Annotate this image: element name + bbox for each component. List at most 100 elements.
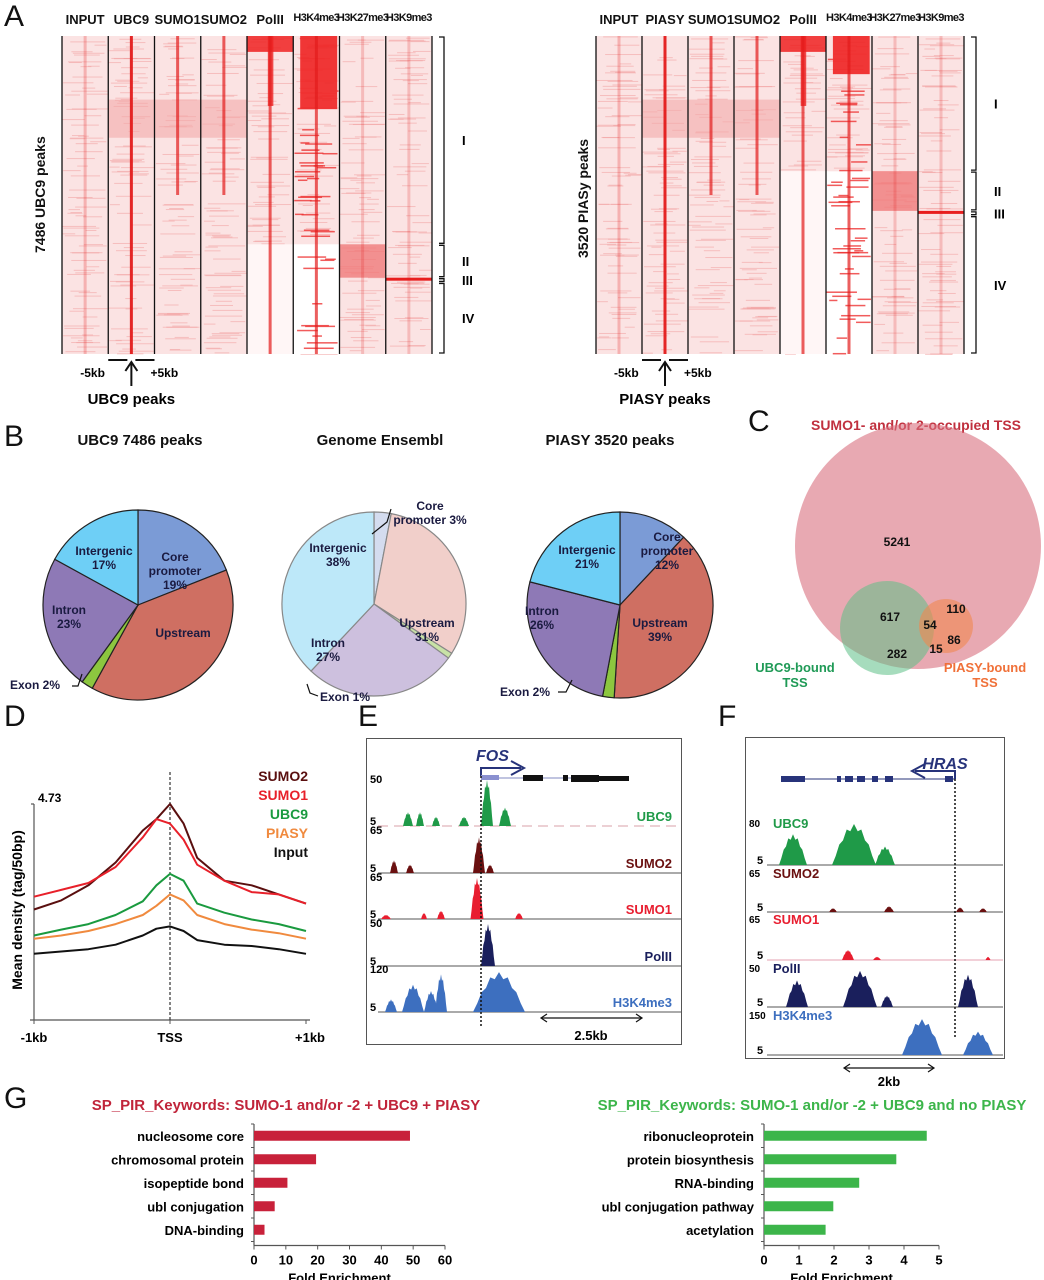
- signal-peak: [486, 864, 494, 873]
- bar-category-label: isopeptide bond: [144, 1176, 244, 1191]
- heatmap-streak: [111, 161, 140, 163]
- heatmap-streak: [256, 157, 271, 159]
- heatmap-streak: [110, 82, 148, 84]
- heatmap-streak: [296, 123, 331, 125]
- track-max: 65: [370, 825, 382, 837]
- heatmap-streak: [340, 177, 358, 179]
- heatmap-streak: [72, 252, 100, 254]
- signal-peak: [481, 924, 495, 966]
- legend-entry: UBC9: [270, 806, 308, 822]
- heatmap-streak: [85, 229, 97, 231]
- heatmap-streak: [120, 284, 154, 286]
- heatmap-streak: [737, 201, 767, 203]
- heatmap-streak: [248, 59, 280, 61]
- series-line-ubc9: [33, 872, 307, 937]
- heatmap-streak: [307, 194, 320, 196]
- heatmap-streak: [741, 261, 763, 263]
- heatmap-streak: [924, 48, 936, 50]
- heatmap-streak: [844, 94, 865, 96]
- scale-bar-label: 2kb: [878, 1074, 900, 1089]
- signal-peak: [481, 780, 493, 826]
- heatmap-streak: [211, 333, 240, 335]
- heatmap-streak: [667, 278, 681, 280]
- gene-utr: [481, 775, 499, 780]
- heatmap-streak: [205, 246, 218, 248]
- heatmap-streak: [605, 228, 629, 230]
- heatmap-streak: [925, 353, 953, 355]
- heatmap-streak: [661, 349, 673, 351]
- heatmap-streak: [657, 59, 677, 61]
- heatmap-column-label: PIASY: [645, 12, 685, 27]
- heatmap-streak: [618, 297, 641, 299]
- pie-slice-label: Exon 2%: [500, 685, 550, 699]
- pie-label-line: Intergenic: [558, 543, 616, 557]
- heatmap-streak: [885, 270, 917, 272]
- heatmap-streak: [646, 245, 680, 247]
- heatmap-streak: [212, 295, 247, 297]
- heatmap-streak: [935, 271, 956, 273]
- heatmap-streak: [261, 243, 285, 245]
- heatmap-streak: [691, 55, 724, 57]
- venn-circle-piasy: [919, 599, 973, 653]
- heatmap-streak: [873, 261, 905, 263]
- heatmap-streak: [830, 120, 857, 123]
- heatmap-streak: [880, 66, 900, 68]
- heatmap-streak: [606, 98, 638, 100]
- heatmap-streak: [849, 148, 868, 150]
- signal-peak: [786, 980, 808, 1007]
- venn-diagram: SUMO1- and/or 2-occupied TSS524161711054…: [755, 417, 1041, 690]
- heatmap-streak: [876, 112, 891, 114]
- heatmap-streak: [918, 135, 951, 137]
- heatmap-streak: [211, 225, 229, 227]
- heatmap-streak: [307, 177, 320, 180]
- heatmap-streak: [939, 321, 960, 323]
- heatmap-column-label: PolII: [789, 12, 817, 27]
- heatmap-streak: [65, 351, 96, 353]
- pie-slice-core-promoter: [137, 509, 228, 606]
- heatmap-streak: [203, 94, 238, 96]
- heatmap-streak: [171, 225, 190, 227]
- heatmap-cluster-signal: [872, 171, 918, 211]
- heatmap-streak: [251, 115, 277, 117]
- x-tick-label: TSS: [157, 1030, 183, 1045]
- signal-peak: [385, 999, 397, 1012]
- signal-peak: [956, 907, 964, 912]
- gene-name: FOS: [476, 748, 509, 765]
- track-max: 65: [749, 915, 761, 926]
- bar-category-label: ubl conjugation pathway: [602, 1199, 755, 1214]
- heatmap-streak: [294, 171, 321, 173]
- heatmap-streak: [156, 314, 183, 316]
- heatmap-streak: [126, 336, 152, 338]
- heatmap-peak-line: [617, 36, 621, 354]
- heatmap-streak: [229, 158, 245, 160]
- heatmap-streak: [705, 257, 733, 259]
- heatmap-streak: [230, 321, 246, 323]
- heatmap-streak: [344, 43, 369, 45]
- track-max: 150: [749, 1011, 766, 1022]
- heatmap-streak: [346, 241, 370, 243]
- heatmap-streak: [785, 353, 796, 355]
- heatmap-peak-line: [847, 36, 851, 354]
- heatmap-streak: [257, 126, 275, 128]
- heatmap-streak: [94, 44, 107, 46]
- heatmap-streak: [888, 301, 917, 303]
- heatmap-streak: [63, 82, 94, 84]
- heatmap-streak: [204, 207, 221, 209]
- heatmap-streak: [213, 236, 233, 238]
- heatmap-streak: [116, 343, 154, 345]
- panel-label-f: F: [718, 700, 737, 733]
- heatmap-column-label: SUMO1: [687, 12, 735, 27]
- heatmap-streak: [880, 230, 903, 232]
- heatmap-peak-line: [129, 36, 133, 354]
- heatmap-streak: [169, 349, 192, 351]
- heatmap-streak: [918, 233, 945, 235]
- heatmap-streak: [247, 230, 283, 232]
- heatmap-streak: [667, 273, 679, 275]
- heatmap-streak: [607, 227, 629, 229]
- heatmap-streak: [758, 262, 772, 264]
- pie-label-line: Upstream: [632, 616, 687, 630]
- panel-label-g: G: [4, 1082, 28, 1115]
- y-max-label: 4.73: [38, 791, 62, 805]
- heatmap-streak: [83, 244, 104, 246]
- heatmap-streak: [172, 325, 190, 327]
